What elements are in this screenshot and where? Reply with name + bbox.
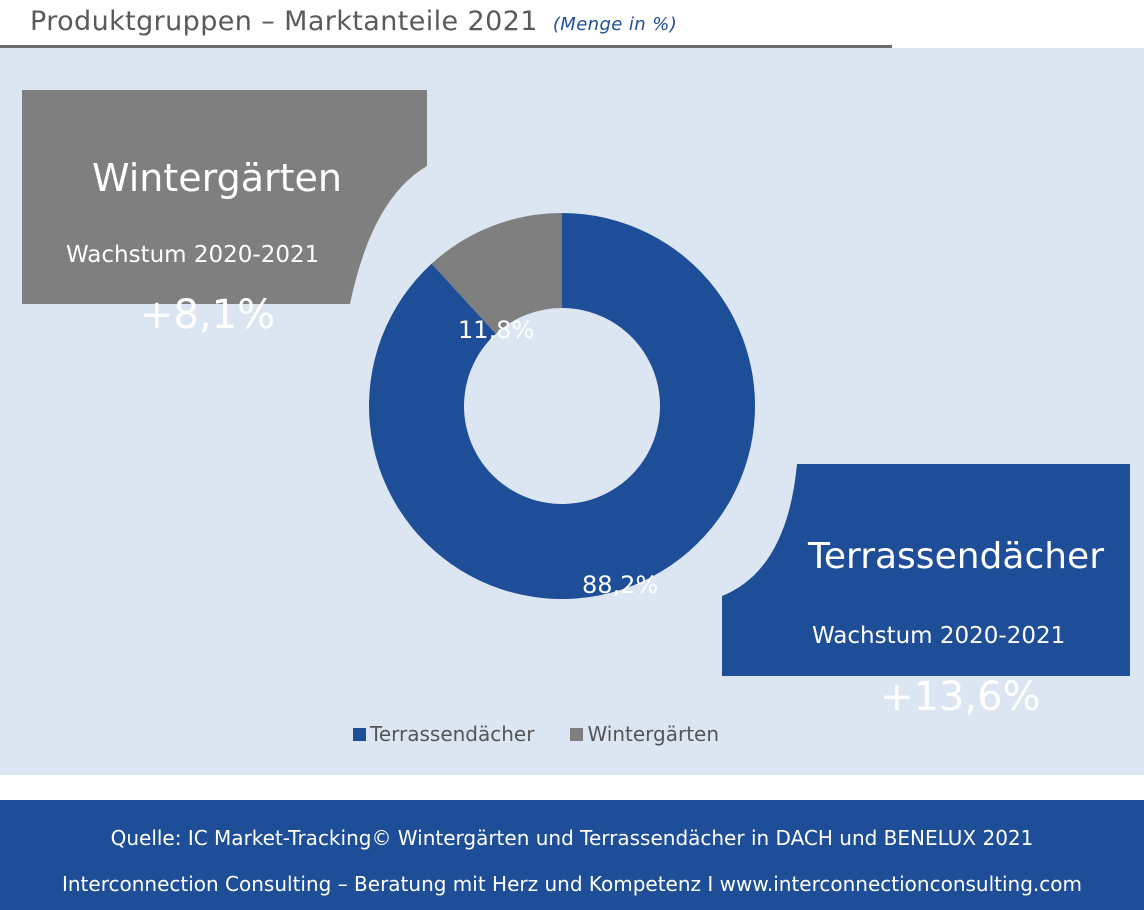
donut-chart [368, 213, 756, 599]
chart-canvas [22, 90, 1130, 676]
callout-terrassendaecher-name: Terrassendächer [808, 536, 1104, 577]
company-line: Interconnection Consulting – Beratung mi… [61, 872, 1082, 896]
legend-label-terrassendaecher: Terrassendächer [370, 722, 535, 746]
donut-slice-terrassendaecher [368, 213, 756, 599]
callout-box-terrassendaecher [722, 464, 1130, 676]
legend-item-wintergaerten: Wintergärten [570, 722, 719, 746]
title-text: Produktgruppen – Marktanteile 2021 [30, 6, 538, 37]
callout-terrassendaecher-growth-value: +13,6% [880, 674, 1041, 720]
legend-item-terrassendaecher: Terrassendächer [353, 722, 534, 746]
callout-wintergaerten-growth-label: Wachstum 2020-2021 [66, 242, 320, 268]
footer: Quelle: IC Market-Tracking© Wintergärten… [0, 800, 1144, 910]
title-underline [0, 45, 892, 48]
donut-slice-wintergaerten [431, 213, 562, 334]
chart-legend: Terrassendächer Wintergärten [353, 722, 719, 746]
data-label-terrassendaecher: 88,2% [582, 571, 659, 599]
legend-label-wintergaerten: Wintergärten [587, 722, 720, 746]
source-line: Quelle: IC Market-Tracking© Wintergärten… [110, 826, 1034, 850]
data-label-wintergaerten: 11,8% [458, 316, 535, 344]
title-subtitle: (Menge in %) [552, 14, 678, 35]
legend-swatch-terrassendaecher [353, 727, 366, 741]
callout-box-wintergaerten [22, 90, 427, 304]
callout-wintergaerten-name: Wintergärten [92, 156, 343, 200]
legend-swatch-wintergaerten [570, 727, 584, 741]
callout-terrassendaecher-growth-label: Wachstum 2020-2021 [812, 623, 1066, 649]
chart-panel: Wintergärten Wachstum 2020-2021 +8,1% Te… [0, 48, 1144, 775]
header: Produktgruppen – Marktanteile 2021 (Meng… [0, 0, 1144, 48]
callout-wintergaerten-growth-value: +8,1% [140, 292, 276, 338]
page-title: Produktgruppen – Marktanteile 2021 (Meng… [30, 6, 677, 37]
